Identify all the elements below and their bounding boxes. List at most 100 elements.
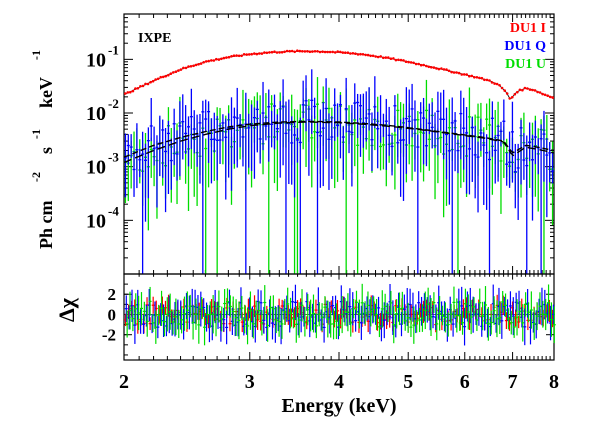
data-point-du1-i bbox=[212, 59, 216, 62]
data-point-du1-i bbox=[498, 84, 501, 87]
energy-tick-labels: 2 3 4 5 6 7 8 bbox=[119, 371, 559, 393]
data-point-du1-i bbox=[280, 51, 284, 54]
x-tick-label: 4 bbox=[334, 371, 344, 393]
data-point-du1-i bbox=[311, 50, 314, 53]
data-point-du1-i bbox=[235, 54, 238, 57]
data-point-du1-i bbox=[445, 68, 448, 71]
data-point-du1-i bbox=[278, 51, 281, 54]
data-point-du1-i bbox=[227, 55, 231, 59]
data-point-du1-i bbox=[526, 87, 529, 90]
data-point-du1-i bbox=[139, 85, 142, 88]
data-point-du1-i bbox=[179, 68, 183, 71]
data-point-du1-i bbox=[541, 92, 544, 96]
data-point-du1-i bbox=[202, 61, 205, 64]
data-point-du1-i bbox=[344, 51, 347, 54]
data-point-du1-i bbox=[475, 76, 479, 79]
data-point-du1-i bbox=[366, 53, 370, 57]
data-point-du1-i bbox=[359, 52, 362, 56]
data-point-du1-i bbox=[326, 50, 329, 54]
data-point-du1-i bbox=[356, 53, 360, 56]
data-point-du1-i bbox=[194, 63, 198, 67]
y-tick-label-exponent: -1 bbox=[108, 42, 119, 57]
data-point-du1-i bbox=[151, 79, 155, 83]
data-point-du1-i bbox=[349, 52, 352, 55]
data-point-du1-i bbox=[328, 50, 332, 54]
data-point-du1-i bbox=[500, 86, 504, 90]
data-point-du1-i bbox=[404, 60, 408, 63]
data-point-du1-i bbox=[440, 67, 443, 70]
data-point-du1-i bbox=[242, 53, 246, 56]
data-point-du1-i bbox=[473, 76, 476, 79]
data-point-du1-i bbox=[447, 69, 451, 73]
data-point-du1-i bbox=[268, 51, 271, 54]
data-point-du1-i bbox=[503, 89, 507, 92]
data-point-du1-i bbox=[419, 63, 423, 67]
data-point-du1-i bbox=[371, 54, 375, 58]
data-point-du1-i bbox=[265, 51, 269, 55]
data-point-du1-i bbox=[351, 52, 355, 55]
data-point-du1-i bbox=[333, 51, 337, 54]
data-point-du1-i bbox=[470, 74, 474, 78]
data-point-du1-i bbox=[129, 90, 132, 94]
data-point-du1-i bbox=[167, 73, 170, 77]
legend-entry: DU1 I bbox=[510, 21, 546, 36]
data-point-du1-i bbox=[331, 50, 335, 54]
data-point-du1-i bbox=[245, 53, 248, 56]
data-point-du1-i bbox=[174, 70, 178, 73]
data-point-du1-i bbox=[407, 60, 410, 64]
data-point-du1-i bbox=[290, 49, 294, 53]
data-point-du1-i bbox=[260, 52, 264, 55]
data-point-du1-i bbox=[318, 50, 322, 54]
data-point-du1-i bbox=[263, 51, 266, 54]
data-point-du1-i bbox=[427, 65, 431, 69]
data-point-du1-i bbox=[222, 56, 226, 60]
data-point-du1-i bbox=[533, 89, 537, 92]
data-point-du1-i bbox=[483, 78, 486, 82]
data-point-du1-i bbox=[258, 52, 261, 55]
data-point-du1-i bbox=[313, 50, 317, 53]
y-tick-label-base: 10 bbox=[86, 103, 106, 125]
data-point-du1-i bbox=[306, 50, 309, 53]
data-point-du1-i bbox=[255, 52, 259, 56]
data-point-du1-i bbox=[430, 66, 433, 69]
data-point-du1-i bbox=[308, 50, 312, 54]
data-point-du1-i bbox=[189, 65, 193, 68]
x-tick-label: 6 bbox=[460, 371, 470, 393]
x-tick-label: 7 bbox=[508, 371, 518, 393]
data-point-du1-i bbox=[465, 73, 469, 76]
data-point-du1-i bbox=[230, 55, 233, 58]
data-point-du1-i bbox=[417, 62, 421, 66]
data-point-du1-i bbox=[131, 89, 135, 93]
data-point-du1-i bbox=[285, 49, 289, 53]
y-label-s: s bbox=[36, 147, 56, 154]
data-point-du1-i bbox=[240, 54, 243, 58]
data-point-du1-i bbox=[217, 58, 221, 61]
data-point-du1-i bbox=[136, 87, 140, 90]
data-point-du1-i bbox=[508, 97, 512, 100]
data-point-du1-i bbox=[253, 52, 256, 55]
data-point-du1-i bbox=[528, 88, 532, 91]
data-point-du1-i bbox=[220, 57, 223, 61]
data-point-du1-i bbox=[379, 55, 383, 58]
data-point-du1-i bbox=[187, 65, 190, 68]
data-point-du1-i bbox=[450, 70, 453, 74]
data-point-du1-i bbox=[397, 58, 400, 62]
x-axis-label: Energy (keV) bbox=[282, 395, 397, 417]
y-label-exp1: -2 bbox=[29, 172, 43, 182]
data-point-du1-i bbox=[488, 79, 491, 82]
data-point-du1-i bbox=[159, 75, 162, 79]
data-point-du1-i bbox=[374, 55, 378, 58]
data-point-du1-i bbox=[389, 57, 393, 60]
residual-y-axis-label: Δχ bbox=[54, 297, 79, 322]
data-point-du1-i bbox=[392, 57, 395, 60]
residual-series-layer bbox=[124, 283, 556, 346]
data-point-du1-i bbox=[369, 54, 372, 58]
data-point-du1-i bbox=[316, 50, 319, 53]
data-point-du1-i bbox=[435, 67, 438, 70]
y-label-exp2: -1 bbox=[29, 129, 43, 139]
data-point-du1-i bbox=[432, 66, 436, 69]
data-point-du1-i bbox=[323, 50, 327, 54]
data-point-du1-i bbox=[485, 78, 489, 82]
